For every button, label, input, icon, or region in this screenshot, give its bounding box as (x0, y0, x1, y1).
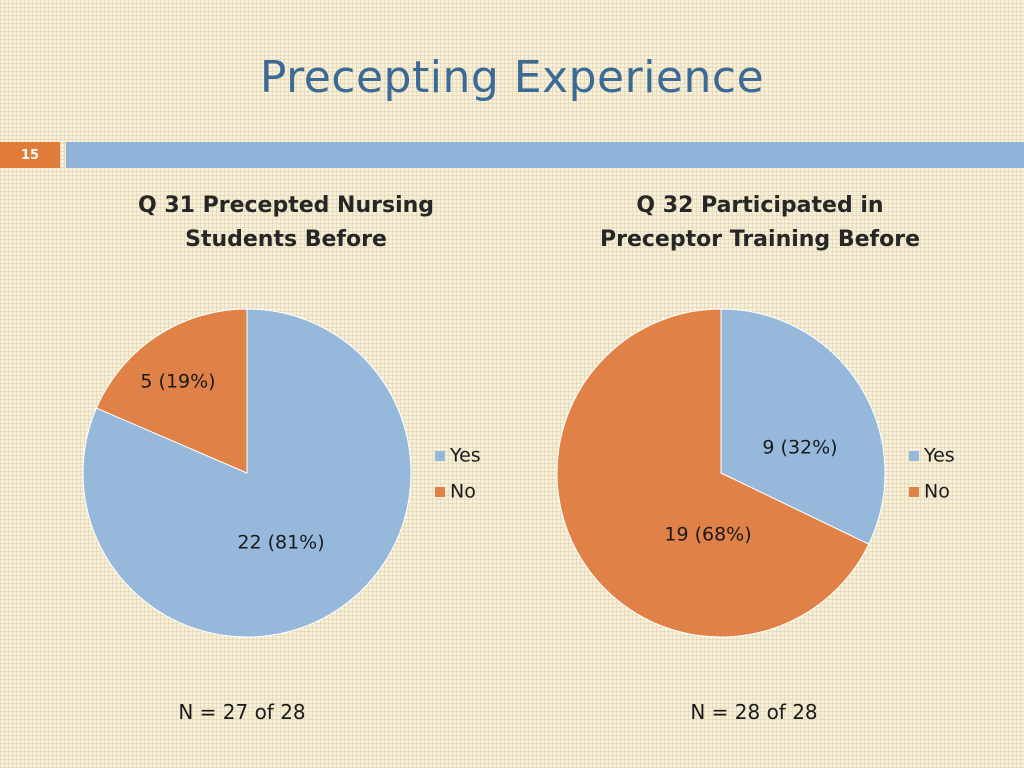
title-divider-bar (66, 142, 1024, 168)
chart-2-legend-label-no: No (924, 481, 950, 503)
chart-1-legend-label-yes: Yes (449, 445, 481, 467)
chart-2-title-line1: Q 32 Participated in (636, 193, 884, 218)
chart-2-title: Q 32 Participated in Preceptor Training … (550, 189, 970, 257)
chart-1-data-label-no: 5 (19%) (140, 371, 215, 393)
chart-1-title-line2: Students Before (185, 227, 387, 252)
chart-2-title-line2: Preceptor Training Before (600, 227, 920, 252)
chart-2-n-label: N = 28 of 28 (690, 700, 818, 724)
chart-2-slice-no (556, 308, 870, 638)
chart-1-n-label: N = 27 of 28 (178, 700, 306, 724)
chart-1-title-line1: Q 31 Precepted Nursing (137, 193, 435, 218)
slide-title: Precepting Experience (259, 52, 765, 103)
chart-2-legend-swatch-yes (909, 451, 919, 461)
chart-1-slice-no (95, 308, 248, 474)
chart-2-legend-swatch-no (909, 487, 919, 497)
chart-1-legend-swatch-no (435, 487, 445, 497)
chart-2-data-label-yes: 9 (32%) (762, 437, 837, 459)
chart-1-data-label-yes: 22 (81%) (237, 532, 324, 554)
chart-1-title: Q 31 Precepted Nursing Students Before (76, 189, 496, 257)
chart-1-legend-label-no: No (450, 481, 476, 503)
chart-2-data-label-no: 19 (68%) (664, 524, 751, 546)
chart-1-legend-swatch-yes (435, 451, 445, 461)
page-number-badge: 15 (0, 142, 60, 168)
chart-2-legend-label-yes: Yes (923, 445, 955, 467)
chart-2-slice-yes (720, 308, 886, 545)
